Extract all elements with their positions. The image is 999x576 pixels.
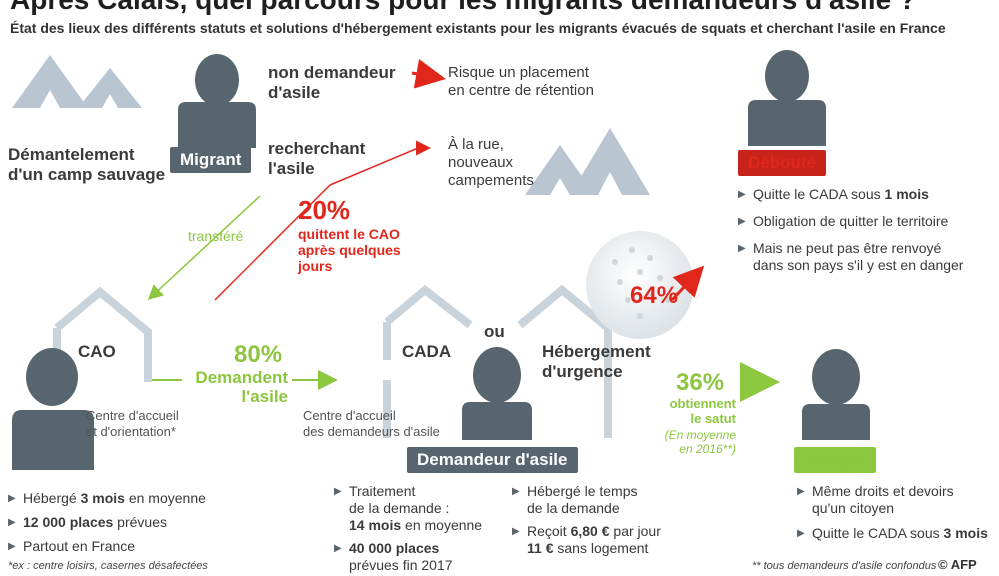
retention-text: Risque un placement en centre de rétenti… bbox=[448, 64, 594, 99]
cada-house-icon bbox=[383, 284, 473, 438]
recherchant-label: recherchant l'asile bbox=[268, 139, 366, 178]
leave-cao-percent: 20% bbox=[298, 195, 351, 225]
demandeur-person-icon bbox=[462, 347, 532, 440]
cada-label: CADA bbox=[402, 342, 452, 361]
demand-percent: 80% bbox=[234, 341, 283, 368]
golf-ball-icon bbox=[586, 231, 694, 339]
non-demandeur-label: non demandeur d'asile bbox=[268, 63, 396, 102]
page-subtitle: État des lieux des différents statuts et… bbox=[10, 20, 946, 36]
migrant-person-icon bbox=[178, 54, 256, 148]
transfer-label: transféré bbox=[188, 228, 244, 244]
arrow-leave-cao bbox=[214, 184, 331, 301]
demandeur-badge: Demandeur d'asile bbox=[407, 447, 578, 473]
urgence-house-icon bbox=[517, 284, 612, 438]
camp-label: Démantelement d'un camp sauvage bbox=[8, 145, 166, 184]
cao-bullets: Hébergé 3 mois en moyenne 12 000 places … bbox=[8, 490, 238, 555]
accepted-note: (En moyenne en 2016**) bbox=[664, 428, 736, 456]
page-title: Après Calais, quel parcours pour les mig… bbox=[10, 0, 916, 16]
cada-bullets: Traitement de la demande : 14 mois en mo… bbox=[334, 483, 509, 574]
refugie-bullets: Même droits et devoirs qu'un citoyen Qui… bbox=[797, 483, 997, 542]
ou-label: ou bbox=[484, 322, 505, 341]
refugie-person-icon bbox=[802, 349, 870, 440]
deboute-bullets: Quitte le CADA sous 1 mois Obligation de… bbox=[738, 186, 993, 274]
deboute-person-icon bbox=[748, 50, 826, 146]
accepted-percent: 36% bbox=[676, 369, 725, 396]
arrow-to-deboute bbox=[670, 265, 705, 302]
cao-person-icon bbox=[12, 348, 94, 470]
arrow-to-rue bbox=[329, 140, 431, 186]
leave-cao-text: quittent le CAO après quelques jours bbox=[298, 226, 401, 274]
refugie-badge: Réfugié bbox=[794, 447, 877, 473]
cao-description: Centre d'accueil et d'orientation* bbox=[86, 408, 179, 439]
accepted-text: obtiennent le satut bbox=[669, 396, 736, 426]
rue-text: À la rue, nouveaux campements bbox=[448, 136, 534, 189]
cao-footnote: *ex : centre loisirs, casernes désafecté… bbox=[8, 560, 208, 572]
camp-tents-icon bbox=[12, 55, 142, 108]
footnote-2: ** tous demandeurs d'asile confondus bbox=[752, 560, 937, 572]
afp-credit: © AFP bbox=[938, 557, 977, 572]
arrow-to-retention bbox=[411, 59, 446, 89]
arrow-transfer bbox=[147, 195, 261, 301]
rejected-percent: 64% bbox=[630, 282, 679, 309]
migrant-badge: Migrant bbox=[170, 147, 252, 173]
deboute-badge: Débouté bbox=[738, 150, 826, 176]
street-tents-icon bbox=[525, 128, 650, 195]
demand-text: Demandent l'asile bbox=[195, 368, 288, 406]
urgence-label: Hébergement d'urgence bbox=[542, 342, 651, 381]
cada-description: Centre d'accueil des demandeurs d'asile bbox=[303, 408, 440, 439]
cao-label: CAO bbox=[78, 342, 116, 361]
urgence-bullets: Hébergé le temps de la demande Reçoit 6,… bbox=[512, 483, 702, 557]
